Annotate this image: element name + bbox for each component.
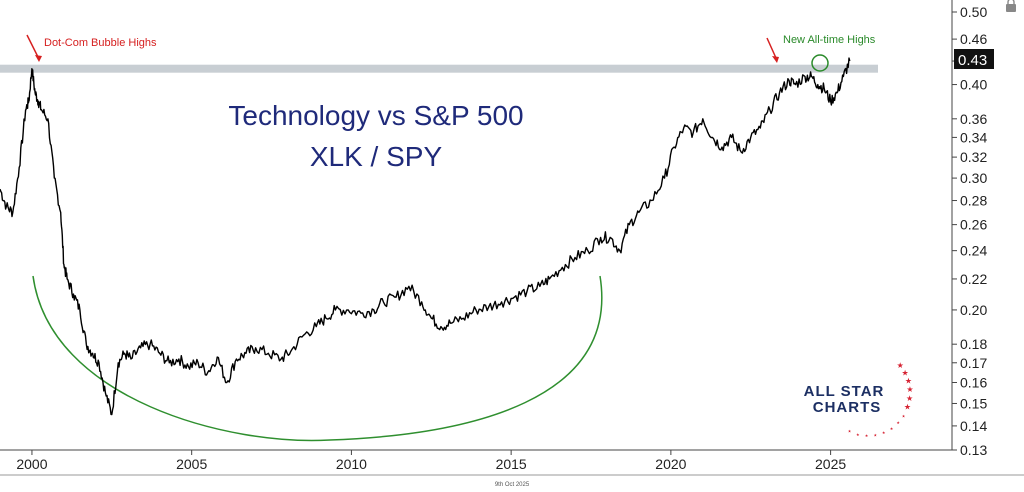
y-tick-label: 0.32 <box>960 149 987 165</box>
x-tick-label: 2005 <box>176 456 207 472</box>
x-tick-label: 2010 <box>336 456 367 472</box>
y-tick-label: 0.34 <box>960 129 987 145</box>
annotation-dotcom-arrowhead <box>35 55 42 62</box>
y-tick-label: 0.50 <box>960 4 987 20</box>
series-layer <box>0 57 851 416</box>
y-tick-label: 0.26 <box>960 217 987 233</box>
annotation-new-all-time-highs: New All-time Highs <box>783 34 876 46</box>
x-tick-label: 2015 <box>496 456 527 472</box>
annotation-dotcom-arrow <box>26 34 39 58</box>
logo-star-icon: ★ <box>902 413 906 418</box>
logo-star-icon: ★ <box>882 430 886 435</box>
logo-star-icon: ★ <box>897 361 904 370</box>
y-tick-label: 0.28 <box>960 193 987 209</box>
logo-star-icon: ★ <box>906 385 913 394</box>
y-tick-label: 0.16 <box>960 374 987 390</box>
y-tick-label: 0.13 <box>960 442 987 458</box>
x-tick-label: 2025 <box>815 456 846 472</box>
y-tick-label: 0.18 <box>960 336 987 352</box>
series-line-xlk-spy <box>0 57 851 416</box>
y-tick-label: 0.40 <box>960 77 987 93</box>
logo-star-icon: ★ <box>902 368 909 377</box>
logo-star-icon: ★ <box>906 394 913 403</box>
logo-star-icon: ★ <box>905 376 912 385</box>
y-axis-ticks: 0.50 0.46 0.40 0.36 0.34 0.32 0.30 0.28 0.26 0.24… <box>952 4 987 458</box>
logo-star-arc: ★★★★★★★★★★★★★★ <box>848 361 914 438</box>
y-tick-label: 0.17 <box>960 355 987 371</box>
logo-star-icon: ★ <box>874 432 878 437</box>
logo-star-icon: ★ <box>904 402 911 411</box>
y-tick-label: 0.46 <box>960 31 987 47</box>
x-axis-ticks: 2000 2005 2010 2015 2020 2025 <box>16 450 846 472</box>
logo-line-2: CHARTS <box>813 399 882 416</box>
y-tick-label: 0.36 <box>960 111 987 127</box>
last-value-badge <box>954 49 994 69</box>
x-tick-label: 2000 <box>16 456 47 472</box>
logo-star-icon: ★ <box>848 429 852 434</box>
logo-star-icon: ★ <box>890 426 894 431</box>
logo-star-icon: ★ <box>896 420 900 425</box>
y-tick-label: 0.20 <box>960 302 987 318</box>
logo-line-1: ALL STAR <box>804 383 885 400</box>
y-tick-label: 0.15 <box>960 395 987 411</box>
logo-star-icon: ★ <box>856 432 860 437</box>
date-stamp: 9th Oct 2025 <box>495 482 530 488</box>
logo-star-icon: ★ <box>865 433 869 438</box>
annotation-ath-circle <box>811 54 829 72</box>
last-value-label: 0.43 <box>958 52 987 69</box>
base-arc <box>32 275 603 442</box>
annotation-ath-arrow <box>766 37 777 59</box>
chart-subtitle: XLK / SPY <box>310 141 443 172</box>
resistance-band <box>0 64 878 73</box>
chart-title: Technology vs S&P 500 <box>228 100 523 131</box>
annotation-dotcom-bubble-highs: Dot-Com Bubble Highs <box>44 37 157 49</box>
y-tick-label: 0.30 <box>960 170 987 186</box>
y-tick-label: 0.14 <box>960 418 987 434</box>
lock-icon <box>1006 0 1016 12</box>
annotation-ath-arrowhead <box>772 56 779 63</box>
y-tick-label: 0.24 <box>960 243 987 259</box>
all-star-charts-logo: ★★★★★★★★★★★★★★ ALL STAR CHARTS <box>804 361 914 438</box>
x-tick-label: 2020 <box>655 456 686 472</box>
y-tick-label: 0.22 <box>960 271 987 287</box>
